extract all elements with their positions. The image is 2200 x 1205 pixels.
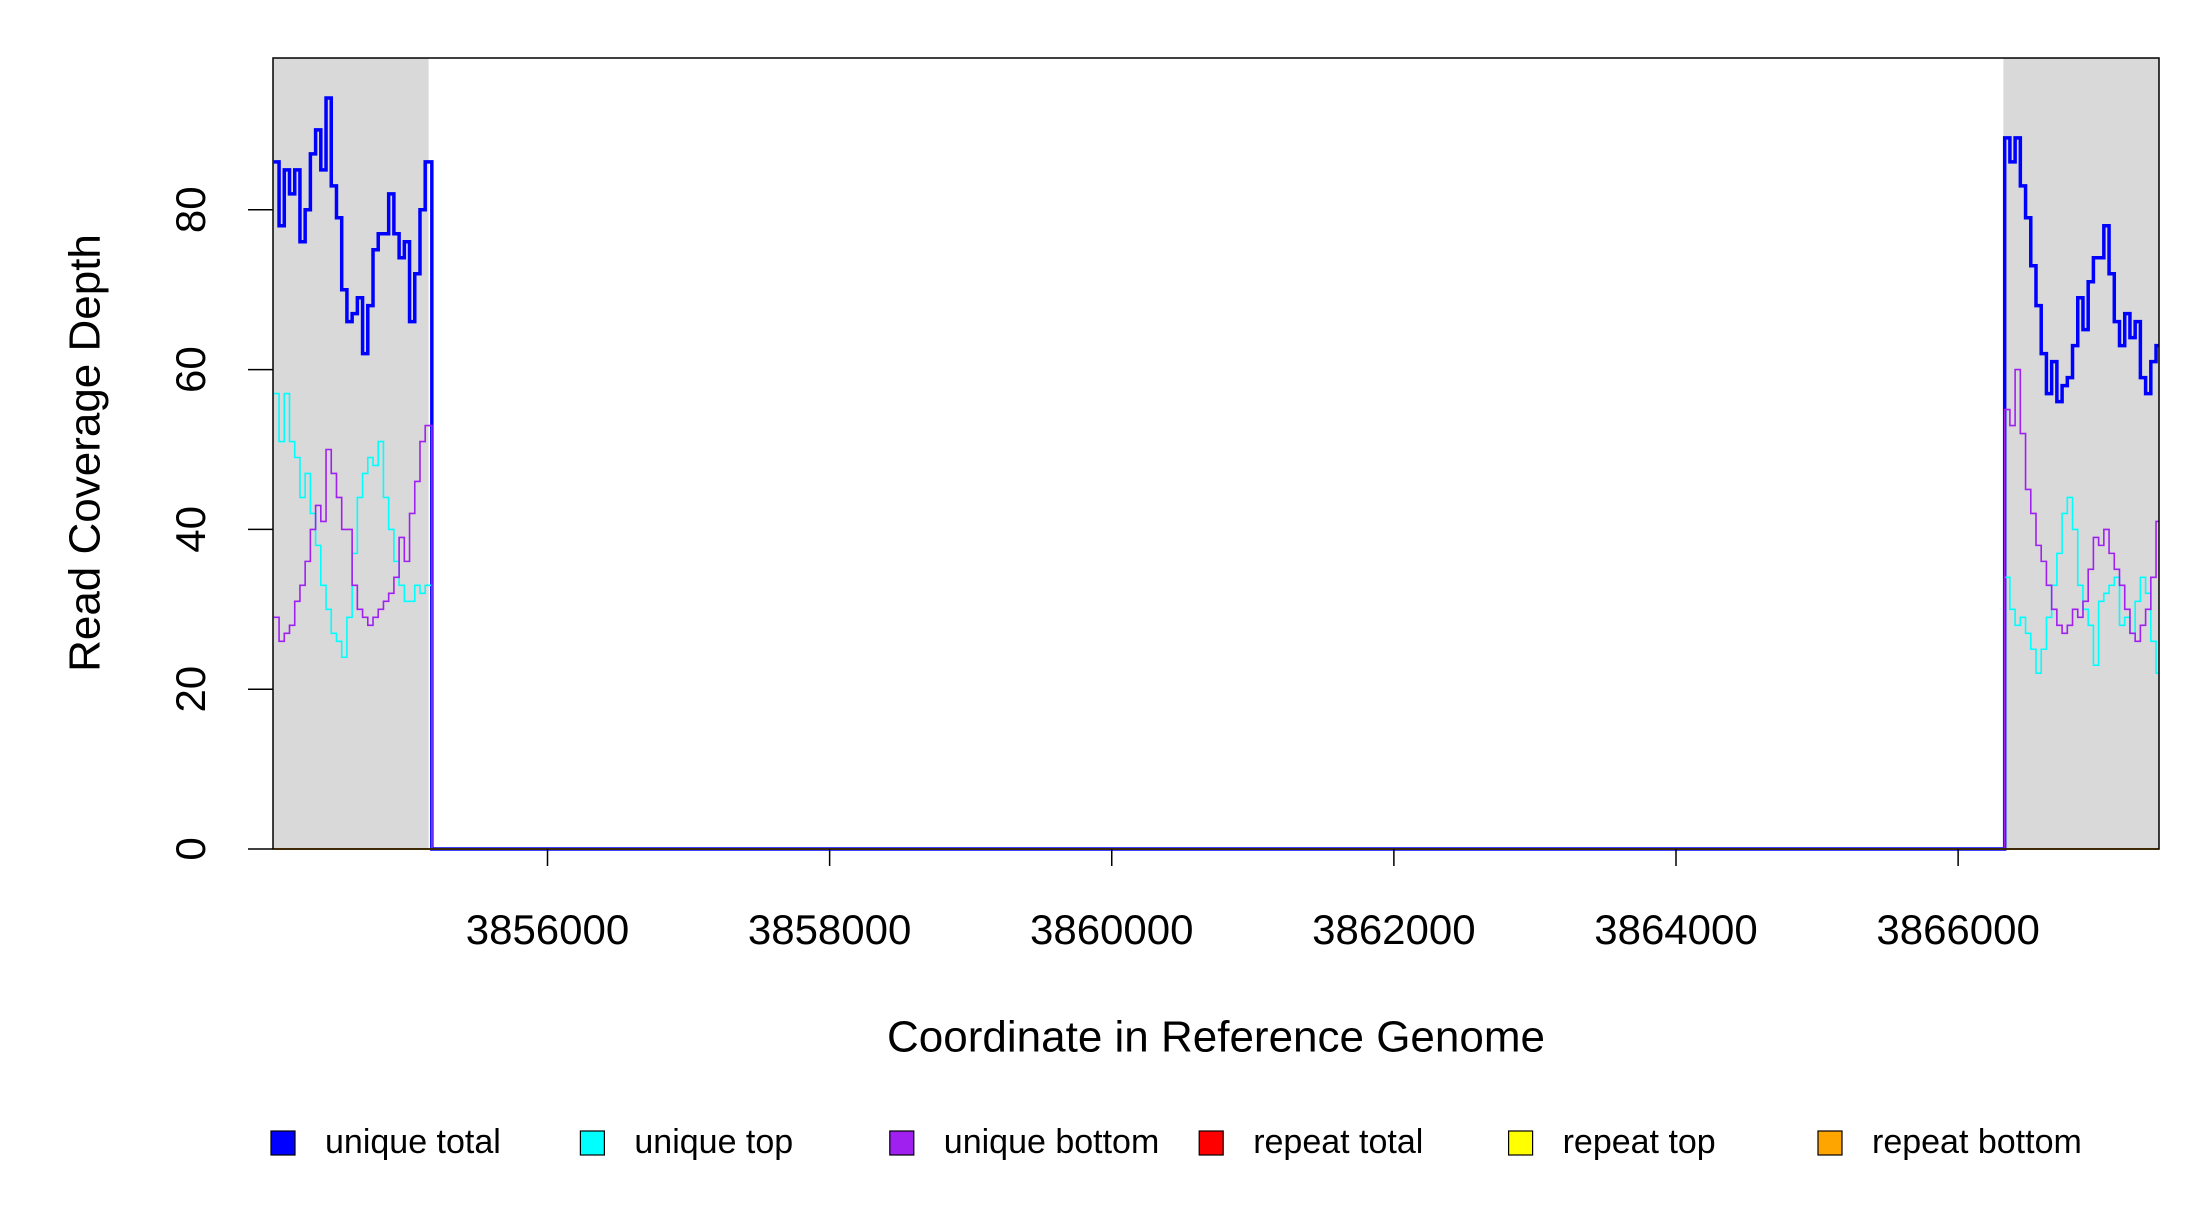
legend-swatch [579, 1130, 606, 1156]
y-tick-label: 60 [167, 346, 214, 393]
series-line [273, 368, 2159, 850]
legend-swatch [1507, 1130, 1534, 1156]
x-tick-label: 3856000 [466, 906, 630, 953]
legend-swatch [1817, 1130, 1843, 1156]
x-tick-label: 3866000 [1876, 906, 2040, 953]
legend-swatch [1198, 1130, 1224, 1156]
x-axis-title: Coordinate in Reference Genome [887, 1013, 1545, 1062]
legend-label: unique top [634, 1123, 793, 1161]
y-tick-label: 20 [167, 666, 214, 713]
highlight-range [2003, 58, 2159, 849]
x-tick-label: 3858000 [748, 906, 912, 953]
series-line [273, 392, 2159, 850]
legend-label: repeat bottom [1872, 1123, 2082, 1161]
y-axis-title: Read Coverage Depth [61, 234, 110, 672]
y-tick-label: 80 [167, 186, 214, 233]
legend-label: repeat total [1253, 1123, 1423, 1161]
legend-label: repeat top [1563, 1123, 1716, 1161]
x-tick-label: 3862000 [1312, 906, 1476, 953]
y-tick-label: 0 [167, 837, 214, 860]
plot-frame [272, 57, 2160, 850]
legend-label: unique total [325, 1123, 501, 1161]
y-tick-label: 40 [167, 506, 214, 553]
legend-label: unique bottom [944, 1123, 1160, 1161]
legend-swatch [270, 1130, 296, 1156]
x-tick-label: 3864000 [1594, 906, 1758, 953]
legend-swatch [889, 1130, 915, 1156]
series-line [273, 96, 2159, 851]
x-tick-label: 3860000 [1030, 906, 1194, 953]
